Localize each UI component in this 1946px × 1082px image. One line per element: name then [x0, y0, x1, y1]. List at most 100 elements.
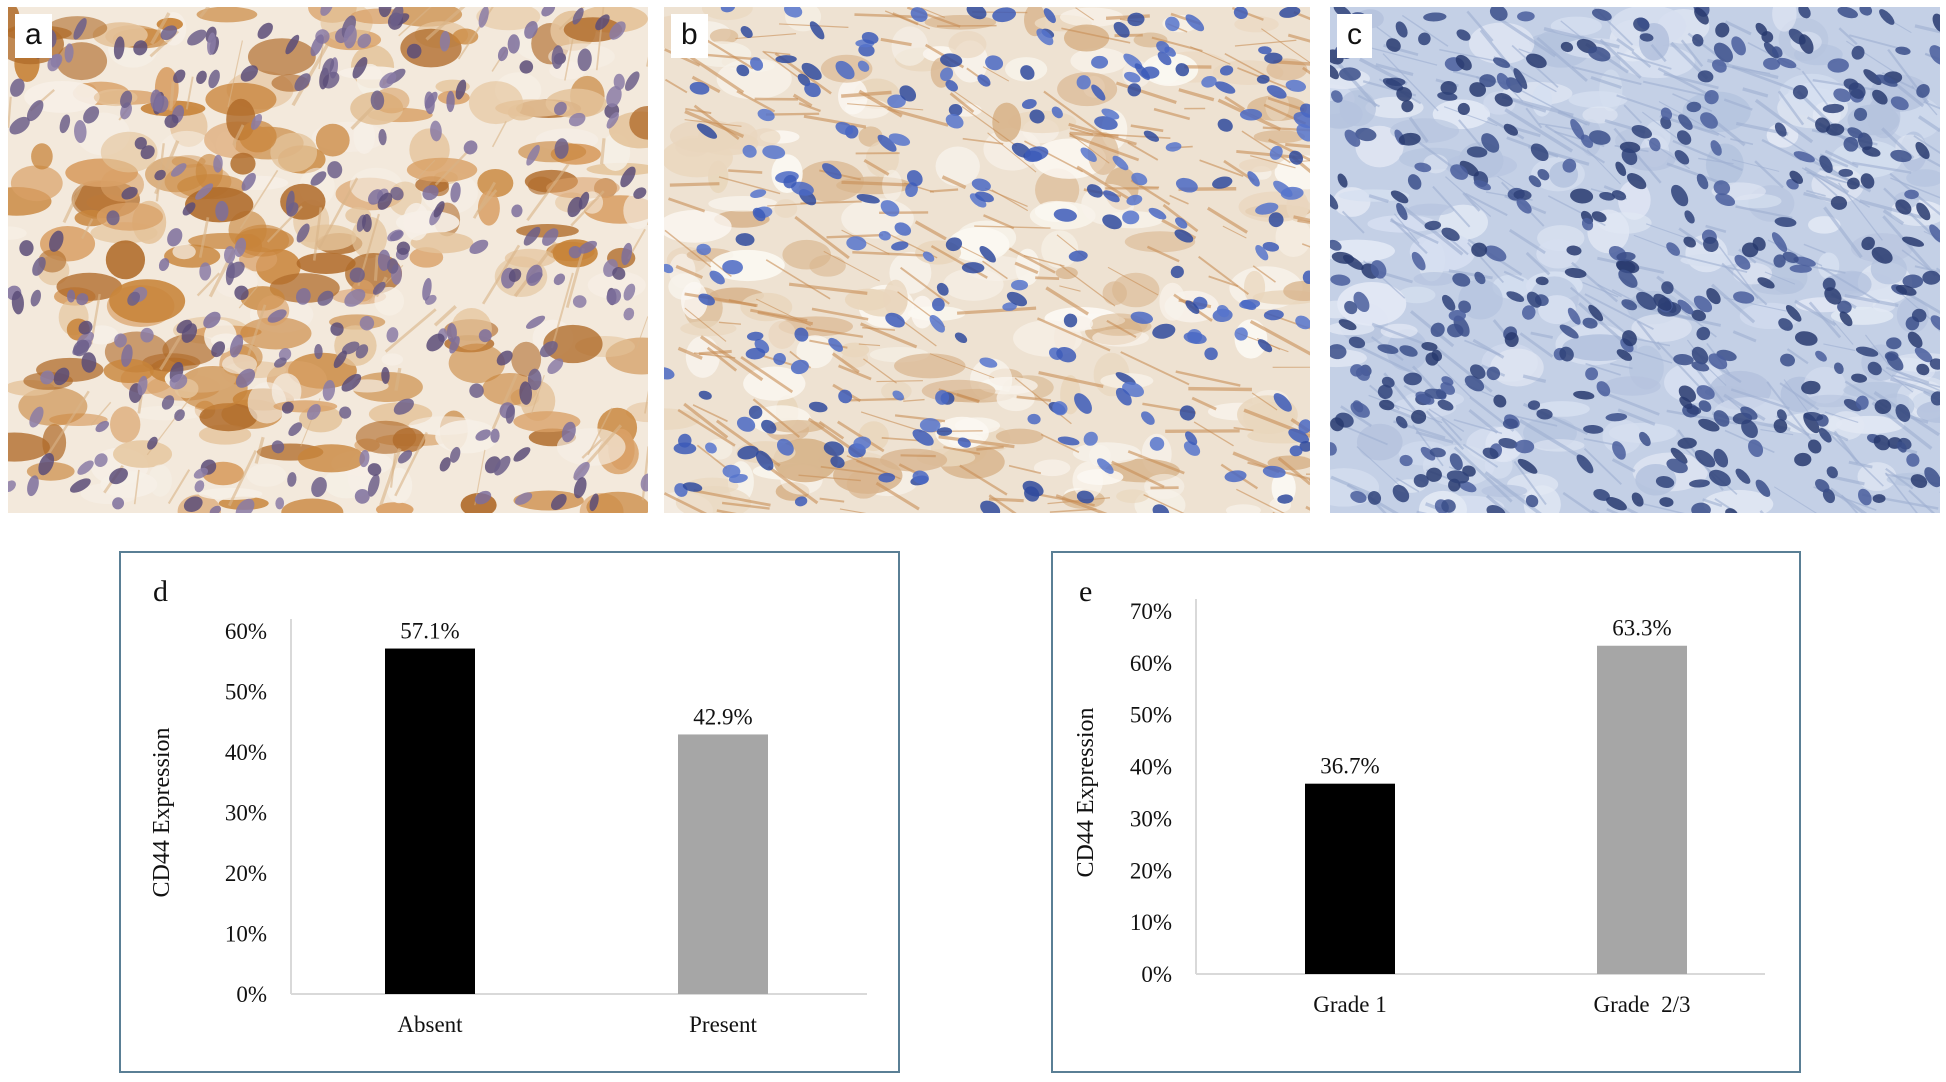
cell-nucleus — [317, 290, 334, 306]
cell-nucleus — [1895, 199, 1912, 215]
fiber-strand — [1803, 191, 1832, 203]
cell-nucleus — [1399, 345, 1418, 357]
fiber-strand — [457, 7, 494, 60]
fiber-strand — [1035, 276, 1060, 280]
fiber-strand — [767, 465, 819, 505]
cell-nucleus — [386, 327, 399, 343]
cell-nucleus — [1080, 147, 1097, 162]
fiber-strand — [1571, 65, 1642, 86]
cell-nucleus — [1086, 184, 1103, 198]
stain-region — [1087, 132, 1119, 175]
fiber-strand — [860, 411, 922, 432]
cell-nucleus — [1537, 168, 1550, 181]
fiber-strand — [1075, 7, 1094, 21]
fiber-strand — [1803, 166, 1850, 195]
cell-nucleus — [508, 268, 522, 282]
cell-nucleus — [623, 307, 635, 321]
cell-nucleus — [1175, 217, 1188, 229]
fiber-strand — [920, 7, 946, 18]
cell-nucleus — [1761, 31, 1774, 43]
cell-nucleus — [215, 200, 229, 222]
cell-nucleus — [450, 182, 461, 203]
cell-nucleus — [554, 101, 567, 116]
cell-nucleus — [362, 214, 372, 233]
fiber-strand — [1498, 17, 1557, 58]
fiber-strand — [44, 390, 90, 459]
cell-nucleus — [804, 82, 821, 98]
cell-nucleus — [551, 45, 564, 70]
cell-nucleus — [1457, 102, 1470, 116]
fiber-strand — [1415, 430, 1454, 444]
cell-nucleus — [211, 341, 226, 358]
cell-nucleus — [1056, 346, 1077, 363]
fiber-strand — [1731, 159, 1780, 172]
cell-nucleus — [1331, 90, 1343, 103]
cell-nucleus — [1506, 291, 1525, 302]
cell-nucleus — [1826, 123, 1845, 136]
stain-region — [1234, 16, 1279, 33]
fiber-strand — [1712, 118, 1746, 147]
cell-nucleus — [1224, 470, 1247, 483]
cell-nucleus — [1091, 84, 1106, 101]
stain-region — [381, 353, 404, 366]
cell-nucleus — [1396, 86, 1412, 102]
stain-region — [281, 498, 344, 513]
stain-region — [103, 358, 154, 383]
cell-nucleus — [426, 333, 445, 352]
fiber-strand — [1250, 155, 1296, 169]
bar-present — [678, 734, 768, 994]
cell-nucleus — [469, 383, 484, 398]
fiber-strand — [1175, 370, 1241, 387]
cell-nucleus — [1526, 291, 1542, 308]
fiber-strand — [1382, 53, 1439, 112]
cell-nucleus — [1486, 366, 1501, 381]
cell-nucleus — [1185, 14, 1205, 32]
fiber-strand — [491, 120, 507, 148]
fiber-strand — [765, 112, 820, 116]
fiber-strand — [1332, 56, 1378, 108]
cell-nucleus — [1302, 270, 1310, 285]
cell-nucleus — [1470, 364, 1486, 379]
cell-nucleus — [1263, 309, 1284, 321]
stain-region — [1625, 147, 1676, 171]
cell-nucleus — [1471, 242, 1488, 257]
stain-region — [148, 464, 172, 497]
cell-nucleus — [613, 73, 625, 90]
cell-nucleus — [1916, 202, 1931, 221]
cell-nucleus — [77, 460, 94, 475]
fiber-strand — [635, 316, 648, 350]
cell-nucleus — [1700, 112, 1718, 129]
cell-nucleus — [1505, 77, 1523, 93]
cell-nucleus — [573, 477, 587, 499]
cell-nucleus — [1734, 254, 1751, 270]
cell-nucleus — [140, 327, 154, 343]
data-label: 36.7% — [1320, 754, 1379, 779]
fiber-strand — [1848, 460, 1873, 469]
fiber-strand — [1222, 225, 1247, 239]
cell-nucleus — [64, 43, 74, 63]
cell-nucleus — [1459, 160, 1479, 177]
cell-nucleus — [490, 428, 500, 443]
cell-nucleus — [1367, 491, 1382, 505]
cell-nucleus — [1710, 140, 1722, 156]
cell-nucleus — [446, 323, 457, 343]
stain-region — [1116, 489, 1149, 504]
cell-nucleus — [1785, 304, 1802, 322]
fiber-strand — [1732, 330, 1757, 343]
fiber-strand — [1676, 253, 1748, 274]
stain-region — [297, 444, 366, 473]
stain-region — [664, 210, 732, 243]
fiber-strand — [1628, 349, 1673, 364]
cell-nucleus — [1481, 133, 1500, 153]
cell-nucleus — [1815, 479, 1830, 493]
cell-nucleus — [150, 89, 163, 112]
fiber-strand — [154, 140, 180, 195]
stain-region — [1409, 232, 1476, 272]
cell-nucleus — [1930, 315, 1940, 331]
fiber-strand — [1143, 493, 1185, 513]
bar-grade-1 — [1305, 783, 1395, 974]
cell-nucleus — [945, 237, 963, 252]
cell-nucleus — [1413, 474, 1429, 488]
cell-nucleus — [1886, 337, 1902, 350]
cell-nucleus — [1559, 346, 1574, 362]
